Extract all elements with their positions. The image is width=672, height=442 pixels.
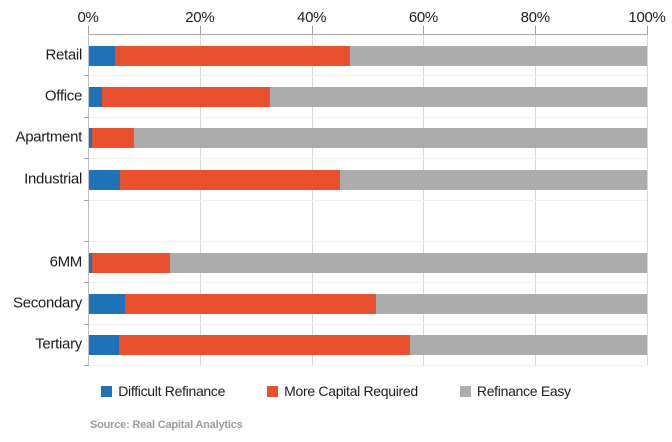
- y-tick-mark: [84, 200, 89, 201]
- legend-item: Refinance Easy: [459, 383, 571, 399]
- row-separator-gridline: [89, 75, 647, 76]
- bar-segment: [375, 293, 647, 314]
- x-tick-mark: [311, 26, 313, 35]
- y-tick-mark: [84, 324, 89, 325]
- bar-row-apartment: [89, 128, 647, 149]
- x-tick-label: 60%: [408, 9, 438, 26]
- source-note: Source: Real Capital Analytics: [90, 419, 243, 431]
- category-label-retail: Retail: [45, 46, 82, 64]
- bar-row-6mm: [89, 252, 647, 273]
- legend: Difficult Refinance More Capital Required…: [0, 380, 672, 402]
- row-separator-gridline: [89, 241, 647, 242]
- bar-segment: [114, 45, 351, 66]
- bar-row-tertiary: [89, 335, 647, 356]
- x-tick-label: 40%: [297, 9, 327, 26]
- bar-segment: [350, 45, 647, 66]
- x-tick-label: 80%: [520, 9, 550, 26]
- x-tick-mark: [199, 26, 201, 35]
- row-separator-gridline: [89, 282, 647, 283]
- row-separator-gridline: [89, 117, 647, 118]
- category-label-tertiary: Tertiary: [35, 335, 82, 353]
- bar-segment: [89, 293, 125, 314]
- bar-segment: [409, 335, 647, 356]
- x-tick-mark: [88, 26, 89, 35]
- y-tick-mark: [84, 365, 89, 366]
- bar-segment: [339, 169, 647, 190]
- y-tick-mark: [84, 282, 89, 283]
- legend-swatch-icon: [101, 385, 113, 397]
- x-tick-mark: [423, 26, 425, 35]
- x-tick-mark: [647, 26, 648, 35]
- row-separator-gridline: [89, 158, 647, 159]
- category-label-secondary: Secondary: [12, 294, 82, 312]
- row-separator-gridline: [89, 365, 647, 366]
- y-tick-mark: [84, 241, 89, 242]
- x-tick-label: 20%: [185, 9, 215, 26]
- vertical-gridline: [647, 35, 648, 365]
- bar-segment: [101, 87, 271, 108]
- y-tick-mark: [84, 117, 89, 118]
- bar-row-industrial: [89, 169, 647, 190]
- legend-swatch-icon: [459, 385, 471, 397]
- x-tick-label: 0%: [77, 9, 99, 26]
- bar-segment: [124, 293, 376, 314]
- bar-segment: [92, 252, 171, 273]
- bar-segment: [119, 169, 340, 190]
- bar-segment: [91, 128, 135, 149]
- bar-segment: [89, 87, 102, 108]
- x-tick-mark: [535, 26, 537, 35]
- legend-item: More Capital Required: [267, 383, 418, 399]
- bar-segment: [89, 335, 120, 356]
- legend-label: Refinance Easy: [476, 383, 571, 399]
- y-tick-mark: [84, 75, 89, 76]
- bar-segment: [89, 45, 115, 66]
- category-label-industrial: Industrial: [24, 170, 82, 188]
- bar-row-retail: [89, 45, 647, 66]
- bar-segment: [89, 252, 93, 273]
- plot-area: [84, 34, 648, 366]
- row-separator-gridline: [89, 324, 647, 325]
- category-label-office: Office: [44, 87, 82, 105]
- row-separator-gridline: [89, 200, 647, 201]
- y-tick-mark: [84, 158, 89, 159]
- category-label-apartment: Apartment: [15, 128, 83, 146]
- bar-segment: [270, 87, 647, 108]
- category-label-6mm: 6MM: [49, 253, 83, 271]
- bar-segment: [89, 128, 92, 149]
- bar-segment: [134, 128, 647, 149]
- bar-segment: [89, 169, 120, 190]
- bar-segment: [170, 252, 647, 273]
- legend-swatch-icon: [267, 385, 279, 397]
- legend-label: More Capital Required: [284, 383, 418, 399]
- legend-label: Difficult Refinance: [118, 383, 226, 399]
- bar-row-office: [89, 87, 647, 108]
- bar-segment: [119, 335, 410, 356]
- bar-row-secondary: [89, 293, 647, 314]
- legend-item: Difficult Refinance: [101, 383, 225, 399]
- x-tick-label: 100%: [628, 9, 666, 26]
